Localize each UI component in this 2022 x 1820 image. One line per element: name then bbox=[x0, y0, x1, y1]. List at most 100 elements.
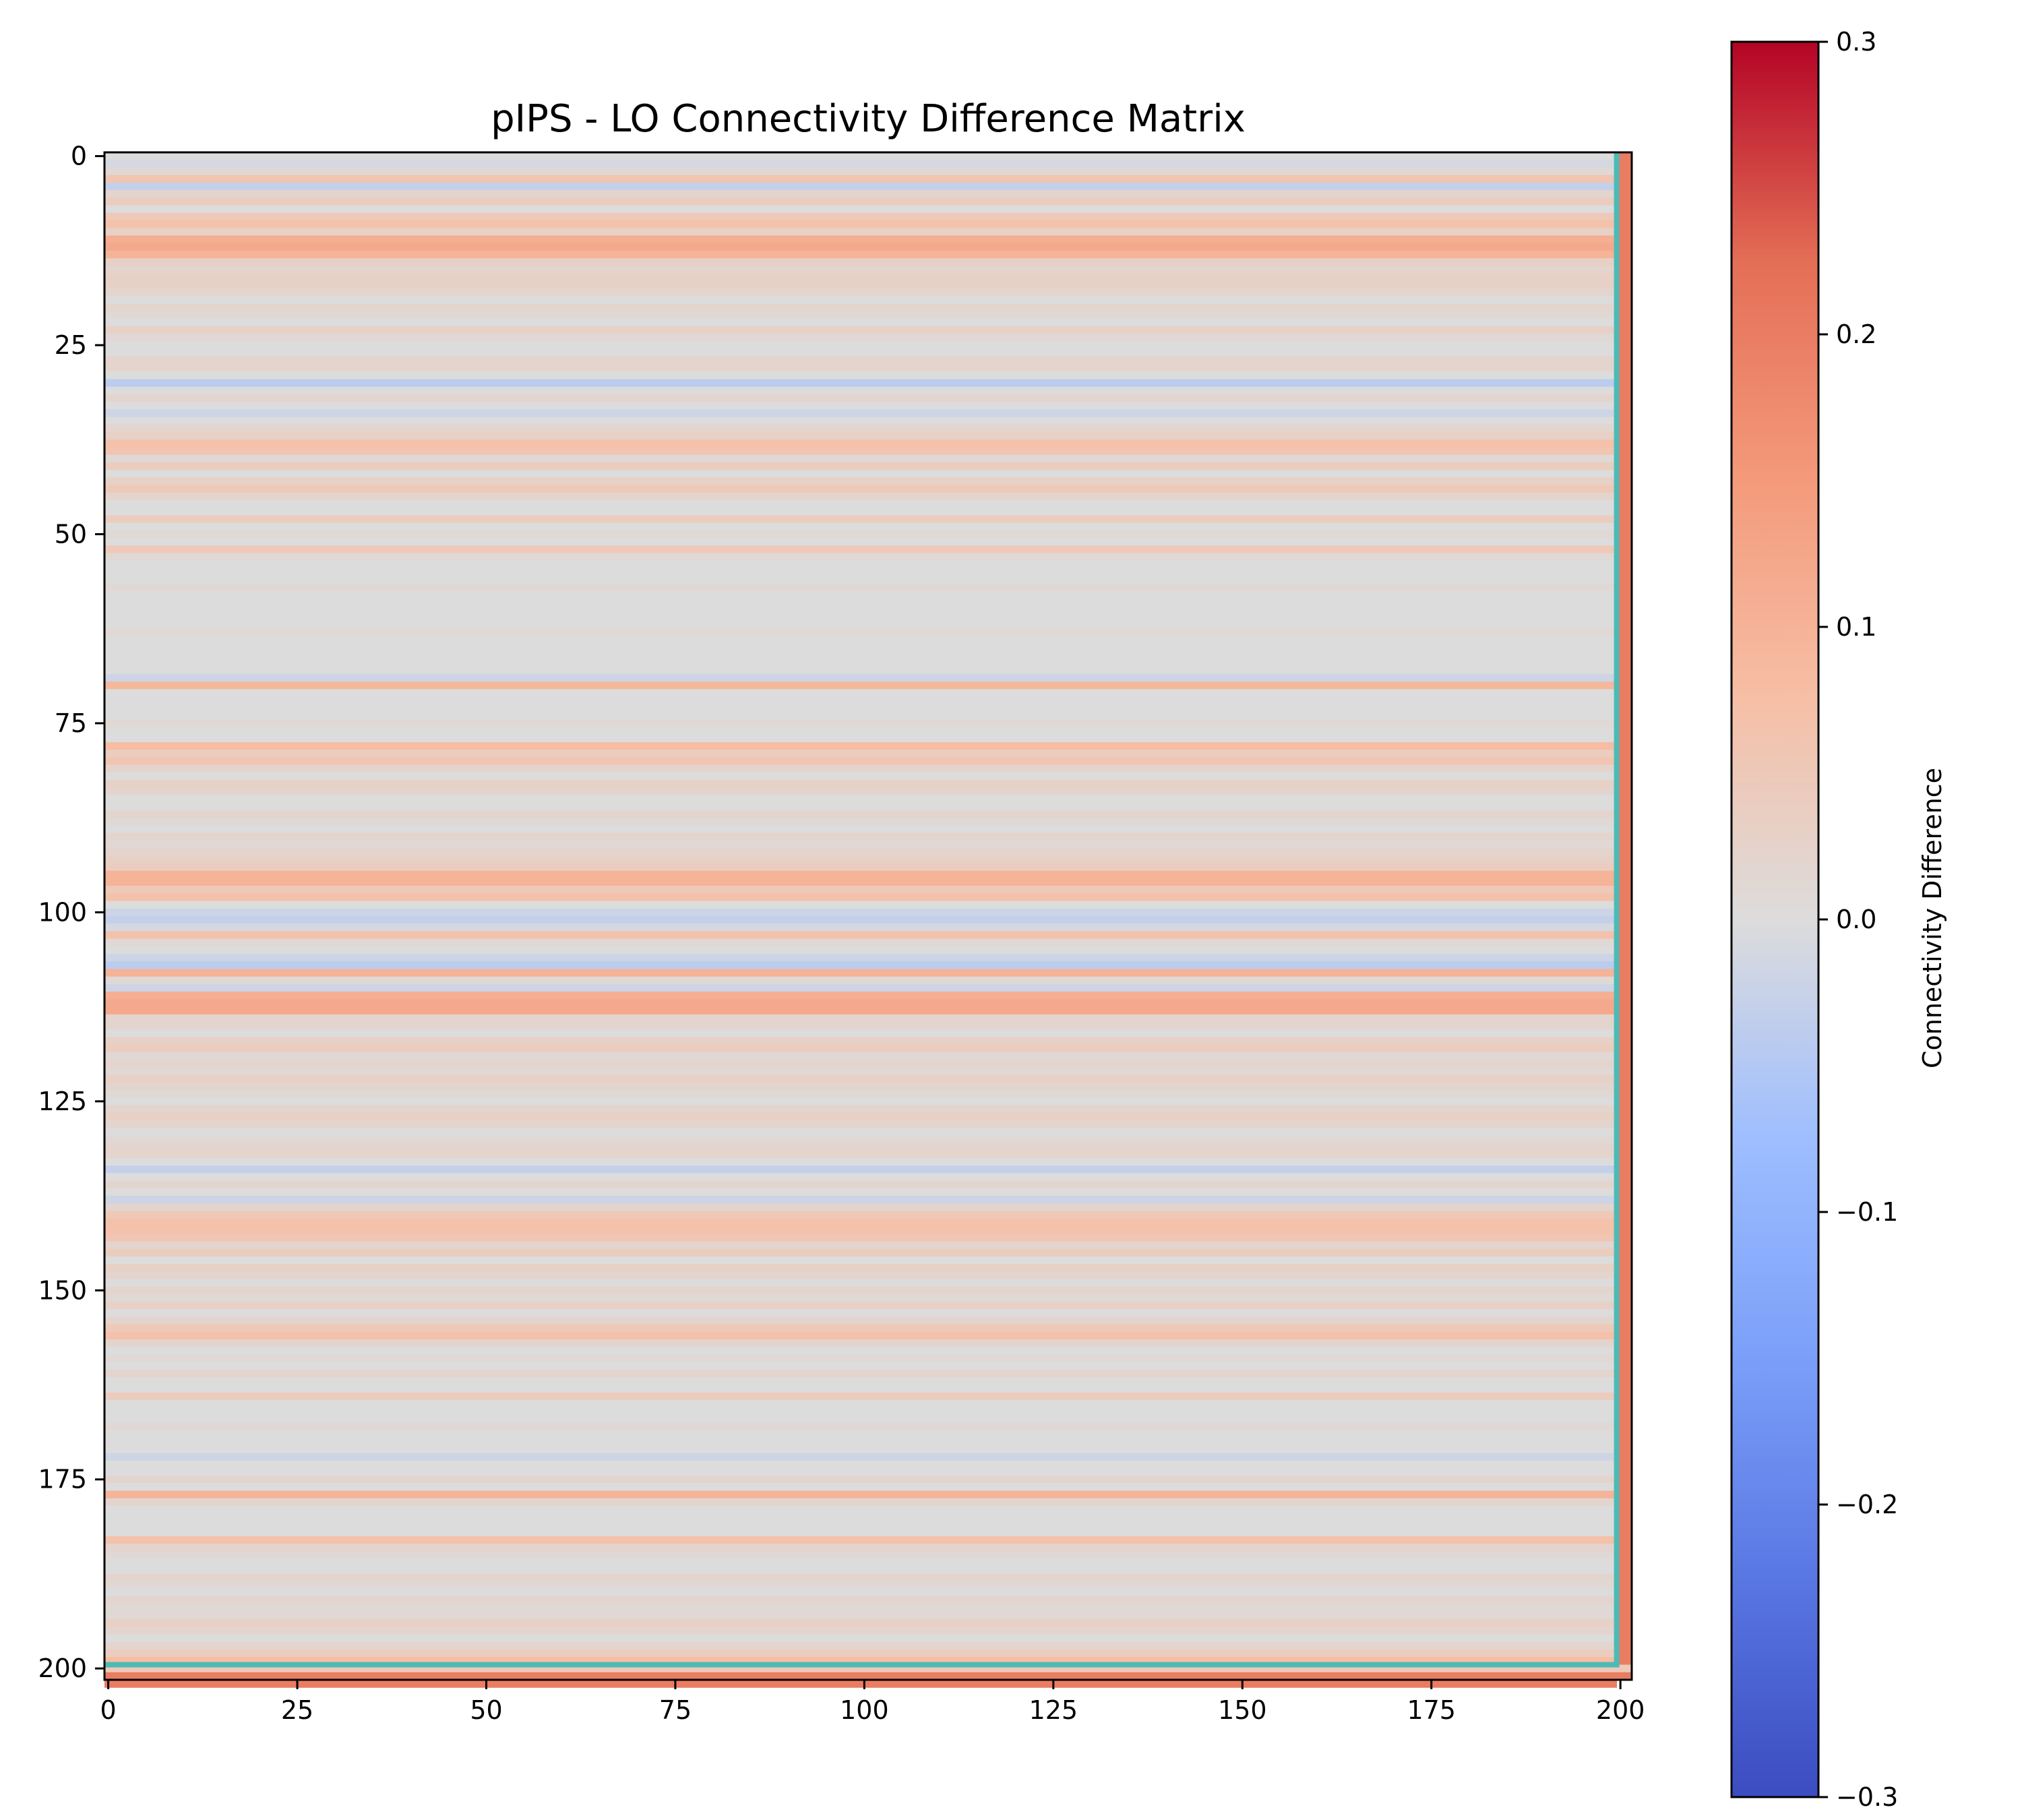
heatmap-row-56 bbox=[104, 576, 1618, 584]
heatmap-row-128 bbox=[104, 1120, 1618, 1128]
heatmap-row-89 bbox=[104, 825, 1618, 834]
heatmap-row-99 bbox=[104, 901, 1618, 909]
x-tick-label: 150 bbox=[1218, 1695, 1267, 1725]
heatmap-row-106 bbox=[104, 954, 1618, 962]
heatmap-row-145 bbox=[104, 1248, 1618, 1257]
heatmap-row-61 bbox=[104, 613, 1618, 622]
heatmap-row-35 bbox=[104, 417, 1618, 425]
y-tick-label: 200 bbox=[38, 1654, 87, 1683]
heatmap-col-200 bbox=[1616, 152, 1625, 1680]
heatmap-row-189 bbox=[104, 1581, 1618, 1589]
heatmap-row-155 bbox=[104, 1324, 1618, 1333]
heatmap-row-27 bbox=[104, 356, 1618, 365]
heatmap-row-0 bbox=[104, 152, 1618, 160]
heatmap-row-33 bbox=[104, 402, 1618, 411]
heatmap-row-160 bbox=[104, 1362, 1618, 1370]
heatmap-row-65 bbox=[104, 644, 1618, 652]
y-tick-label: 25 bbox=[55, 330, 87, 360]
heatmap-row-81 bbox=[104, 764, 1618, 773]
heatmap-row-105 bbox=[104, 946, 1618, 954]
heatmap-row-192 bbox=[104, 1604, 1618, 1612]
heatmap-row-69 bbox=[104, 674, 1618, 682]
heatmap-row-70 bbox=[104, 681, 1618, 690]
heatmap-row-154 bbox=[104, 1316, 1618, 1325]
colorbar-tick-label: 0.2 bbox=[1836, 320, 1876, 349]
heatmap-row-149 bbox=[104, 1279, 1618, 1287]
heatmap-row-32 bbox=[104, 394, 1618, 402]
heatmap-row-112 bbox=[104, 999, 1618, 1008]
heatmap-row-144 bbox=[104, 1241, 1618, 1250]
colorbar-tick-label: 0.0 bbox=[1836, 905, 1876, 934]
heatmap-row-48 bbox=[104, 515, 1618, 524]
heatmap-row-67 bbox=[104, 659, 1618, 667]
heatmap-row-98 bbox=[104, 893, 1618, 902]
heatmap-row-40 bbox=[104, 454, 1618, 463]
heatmap-row-90 bbox=[104, 832, 1618, 841]
heatmap-row-115 bbox=[104, 1022, 1618, 1030]
heatmap-row-174 bbox=[104, 1467, 1618, 1476]
heatmap-row-49 bbox=[104, 522, 1618, 531]
heatmap-row-146 bbox=[104, 1256, 1618, 1265]
heatmap-row-59 bbox=[104, 598, 1618, 607]
x-tick-label: 75 bbox=[659, 1695, 692, 1725]
heatmap-row-38 bbox=[104, 439, 1618, 448]
heatmap-row-42 bbox=[104, 470, 1618, 478]
heatmap-row-52 bbox=[104, 545, 1618, 554]
heatmap-row-21 bbox=[104, 311, 1618, 320]
y-tick-label: 175 bbox=[38, 1465, 87, 1494]
heatmap-row-173 bbox=[104, 1460, 1618, 1469]
heatmap-row-175 bbox=[104, 1476, 1618, 1484]
heatmap-row-164 bbox=[104, 1392, 1618, 1401]
heatmap-row-183 bbox=[104, 1536, 1618, 1544]
heatmap-row-151 bbox=[104, 1294, 1618, 1302]
heatmap-row-114 bbox=[104, 1014, 1618, 1023]
heatmap-row-78 bbox=[104, 741, 1618, 750]
heatmap-row-88 bbox=[104, 818, 1618, 826]
heatmap-row-92 bbox=[104, 848, 1618, 856]
heatmap-row-2 bbox=[104, 167, 1618, 176]
colorbar-tick-label: 0.3 bbox=[1836, 27, 1876, 57]
heatmap-row-23 bbox=[104, 326, 1618, 334]
heatmap-row-111 bbox=[104, 992, 1618, 1000]
x-tick-label: 125 bbox=[1029, 1695, 1078, 1725]
heatmap-row-87 bbox=[104, 810, 1618, 818]
heatmap-row-142 bbox=[104, 1225, 1618, 1234]
heatmap-row-178 bbox=[104, 1498, 1618, 1507]
heatmap-row-159 bbox=[104, 1354, 1618, 1363]
heatmap-row-44 bbox=[104, 485, 1618, 493]
heatmap-row-45 bbox=[104, 492, 1618, 501]
heatmap-row-5 bbox=[104, 190, 1618, 198]
heatmap-row-16 bbox=[104, 273, 1618, 282]
heatmap-row-186 bbox=[104, 1558, 1618, 1567]
heatmap-row-39 bbox=[104, 447, 1618, 456]
heatmap-row-46 bbox=[104, 500, 1618, 508]
heatmap-row-152 bbox=[104, 1302, 1618, 1310]
x-tick-label: 200 bbox=[1596, 1695, 1645, 1725]
heatmap-row-140 bbox=[104, 1211, 1618, 1219]
heatmap-row-13 bbox=[104, 250, 1618, 259]
heatmap-row-95 bbox=[104, 870, 1618, 879]
heatmap-row-19 bbox=[104, 296, 1618, 304]
heatmap-row-120 bbox=[104, 1060, 1618, 1068]
heatmap-row-143 bbox=[104, 1234, 1618, 1242]
heatmap-row-169 bbox=[104, 1430, 1618, 1438]
x-tick-label: 175 bbox=[1407, 1695, 1456, 1725]
heatmap-row-161 bbox=[104, 1370, 1618, 1378]
heatmap-row-180 bbox=[104, 1513, 1618, 1522]
heatmap-row-97 bbox=[104, 886, 1618, 894]
heatmap-row-41 bbox=[104, 462, 1618, 471]
heatmap-row-17 bbox=[104, 280, 1618, 289]
heatmap-row-137 bbox=[104, 1188, 1618, 1196]
heatmap-row-141 bbox=[104, 1218, 1618, 1227]
heatmap-row-199 bbox=[104, 1657, 1618, 1666]
heatmap-row-101 bbox=[104, 916, 1618, 924]
heatmap-row-193 bbox=[104, 1612, 1618, 1620]
heatmap-row-126 bbox=[104, 1105, 1618, 1114]
heatmap-row-26 bbox=[104, 348, 1618, 357]
heatmap-row-109 bbox=[104, 976, 1618, 985]
heatmap-row-122 bbox=[104, 1074, 1618, 1083]
heatmap-row-190 bbox=[104, 1589, 1618, 1598]
heatmap-row-177 bbox=[104, 1490, 1618, 1499]
heatmap-row-135 bbox=[104, 1173, 1618, 1182]
heatmap-rows bbox=[104, 152, 1632, 1688]
